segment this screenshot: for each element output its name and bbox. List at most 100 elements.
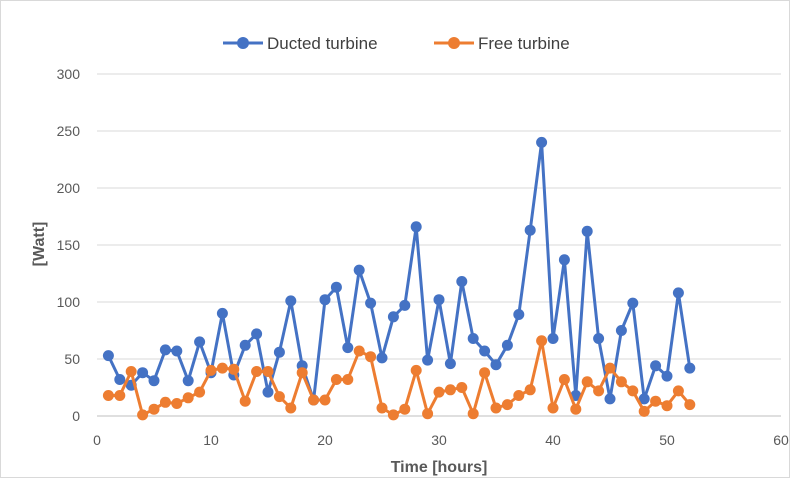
legend-label-ducted-turbine: Ducted turbine: [267, 34, 378, 53]
x-axis-title: Time [hours]: [391, 459, 488, 476]
data-point-ducted-turbine: [114, 374, 126, 385]
data-point-free-turbine: [114, 390, 126, 401]
data-point-free-turbine: [615, 376, 627, 388]
data-point-free-turbine: [216, 362, 228, 374]
data-point-free-turbine: [433, 386, 445, 398]
x-tick-label-30: 30: [431, 432, 447, 448]
data-point-ducted-turbine: [171, 345, 183, 357]
data-point-free-turbine: [262, 366, 274, 377]
data-point-free-turbine: [444, 384, 456, 396]
data-point-free-turbine: [570, 403, 582, 415]
series-line-ducted-turbine: [107, 140, 692, 402]
gridlines: [97, 73, 781, 360]
data-point-free-turbine: [513, 390, 525, 401]
data-point-free-turbine: [285, 402, 297, 414]
series: [102, 136, 696, 421]
legend-swatch-free-marker: [448, 37, 460, 49]
data-point-free-turbine: [182, 392, 194, 404]
data-point-ducted-turbine: [638, 393, 650, 405]
data-point-free-turbine: [308, 394, 320, 406]
data-point-free-turbine: [490, 402, 502, 414]
y-tick-label-150: 150: [57, 237, 81, 253]
data-point-free-turbine: [273, 391, 285, 403]
data-point-ducted-turbine: [330, 281, 342, 293]
data-point-free-turbine: [536, 335, 548, 347]
data-point-ducted-turbine: [536, 136, 548, 148]
data-point-ducted-turbine: [399, 299, 411, 311]
data-point-ducted-turbine: [251, 328, 263, 340]
data-point-ducted-turbine: [524, 224, 536, 236]
data-point-ducted-turbine: [547, 333, 559, 344]
data-point-ducted-turbine: [159, 344, 171, 356]
data-point-free-turbine: [627, 385, 639, 397]
data-point-free-turbine: [399, 403, 411, 415]
y-axis-title: [Watt]: [31, 222, 48, 267]
data-point-free-turbine: [376, 402, 388, 414]
data-point-free-turbine: [205, 364, 217, 376]
data-point-free-turbine: [638, 405, 650, 417]
data-point-ducted-turbine: [285, 295, 297, 307]
data-point-free-turbine: [479, 367, 491, 379]
data-point-free-turbine: [558, 374, 570, 385]
data-point-ducted-turbine: [558, 254, 570, 266]
data-point-free-turbine: [581, 376, 593, 388]
y-tick-label-50: 50: [64, 351, 80, 367]
data-point-ducted-turbine: [661, 370, 673, 382]
data-point-ducted-turbine: [650, 360, 662, 372]
data-point-free-turbine: [501, 399, 513, 411]
legend-swatch-ducted-marker: [237, 37, 249, 49]
data-point-ducted-turbine: [581, 225, 593, 237]
data-point-ducted-turbine: [615, 325, 627, 336]
data-point-ducted-turbine: [102, 350, 114, 362]
data-point-free-turbine: [353, 345, 365, 357]
x-tick-label-50: 50: [659, 432, 675, 448]
data-point-ducted-turbine: [627, 297, 639, 309]
data-point-ducted-turbine: [216, 307, 228, 319]
data-point-free-turbine: [672, 385, 684, 397]
data-point-ducted-turbine: [262, 386, 274, 398]
data-point-free-turbine: [159, 396, 171, 408]
data-point-ducted-turbine: [604, 393, 616, 405]
legend-item-free-turbine: Free turbine: [434, 34, 570, 53]
x-tick-label-10: 10: [203, 432, 219, 448]
series-free-turbine: [102, 335, 696, 421]
data-point-free-turbine: [593, 385, 605, 397]
x-tick-label-60: 60: [773, 432, 789, 448]
data-point-free-turbine: [547, 402, 559, 414]
data-point-ducted-turbine: [672, 287, 684, 299]
data-point-free-turbine: [661, 400, 673, 412]
data-point-ducted-turbine: [467, 333, 479, 344]
data-point-ducted-turbine: [501, 339, 513, 351]
legend: Ducted turbine Free turbine: [223, 34, 570, 53]
data-point-free-turbine: [137, 409, 149, 421]
data-point-free-turbine: [330, 374, 342, 385]
data-point-free-turbine: [125, 366, 137, 377]
data-point-free-turbine: [684, 399, 696, 411]
data-point-free-turbine: [365, 351, 377, 363]
data-point-ducted-turbine: [444, 358, 456, 370]
data-point-ducted-turbine: [182, 375, 194, 387]
x-tick-label-20: 20: [317, 432, 333, 448]
data-point-free-turbine: [102, 390, 114, 401]
data-point-free-turbine: [604, 362, 616, 374]
data-point-ducted-turbine: [684, 362, 696, 374]
data-point-free-turbine: [296, 367, 308, 379]
y-tick-label-300: 300: [57, 66, 81, 82]
data-point-ducted-turbine: [422, 354, 434, 366]
data-point-ducted-turbine: [593, 333, 605, 344]
data-point-ducted-turbine: [433, 294, 445, 306]
data-point-ducted-turbine: [376, 352, 388, 364]
data-point-free-turbine: [410, 364, 422, 376]
data-point-ducted-turbine: [490, 359, 502, 371]
data-point-free-turbine: [171, 398, 183, 409]
data-point-free-turbine: [422, 408, 434, 420]
x-tick-label-0: 0: [93, 432, 101, 448]
series-ducted-turbine: [102, 136, 696, 406]
data-point-ducted-turbine: [513, 309, 525, 320]
y-tick-label-100: 100: [57, 294, 81, 310]
data-point-free-turbine: [239, 395, 251, 407]
data-point-free-turbine: [251, 366, 263, 377]
data-point-ducted-turbine: [239, 339, 251, 351]
